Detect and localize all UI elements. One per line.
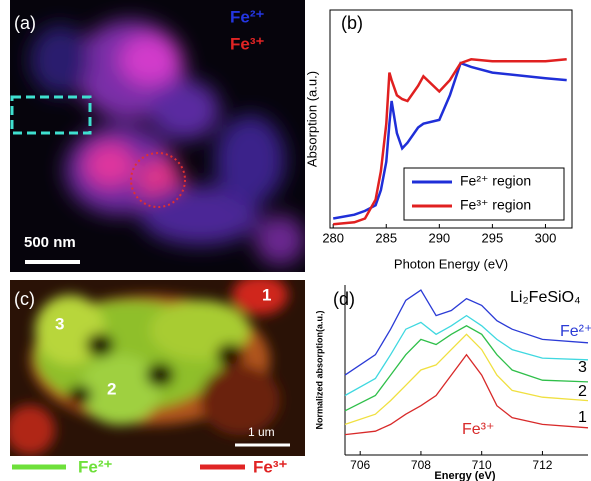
x-tick-label: 290 <box>428 230 450 245</box>
series-label: Fe³⁺ <box>462 421 494 438</box>
x-tick-label: 708 <box>411 458 431 472</box>
spot-label: 1 <box>262 285 271 304</box>
panel-label: (c) <box>14 289 35 309</box>
chart-title: Li₂FeSiO₄ <box>510 289 581 306</box>
legend-label: Fe²⁺ <box>230 7 265 26</box>
legend-label: Fe²⁺ region <box>460 173 531 189</box>
y-axis-label: Absorption (a.u.) <box>304 71 319 167</box>
scale-bar-label: 1 um <box>248 425 275 439</box>
panel-label: (b) <box>341 13 363 33</box>
x-tick-label: 706 <box>350 458 370 472</box>
legend-label: Fe³⁺ <box>230 34 265 53</box>
panel-label: (d) <box>333 289 355 309</box>
x-tick-label: 280 <box>322 230 344 245</box>
panel-label: (a) <box>14 13 36 33</box>
spot-label: 2 <box>107 379 116 398</box>
series-label: 1 <box>578 409 587 426</box>
x-axis-label: Energy (eV) <box>434 470 495 481</box>
legend-label: Fe³⁺ <box>253 457 288 476</box>
legend-label: Fe³⁺ region <box>460 197 531 213</box>
legend-label: Fe²⁺ <box>78 457 113 476</box>
series-label: 2 <box>578 383 587 400</box>
x-tick-label: 295 <box>482 230 504 245</box>
series-label: 3 <box>578 359 587 376</box>
y-axis-label: Normalized absorption(a.u.) <box>314 310 324 429</box>
x-tick-label: 285 <box>375 230 397 245</box>
x-tick-label: 300 <box>535 230 557 245</box>
figure: (a) Fe²⁺ Fe³⁺ 500 nm (c) 1 2 3 1 um Fe²⁺… <box>0 0 591 481</box>
spot-label: 3 <box>55 314 64 333</box>
series-line <box>345 334 588 424</box>
scale-bar-label: 500 nm <box>24 234 76 251</box>
x-axis-label: Photon Energy (eV) <box>394 256 508 271</box>
series-label: Fe²⁺ <box>560 323 591 340</box>
x-tick-label: 712 <box>532 458 552 472</box>
